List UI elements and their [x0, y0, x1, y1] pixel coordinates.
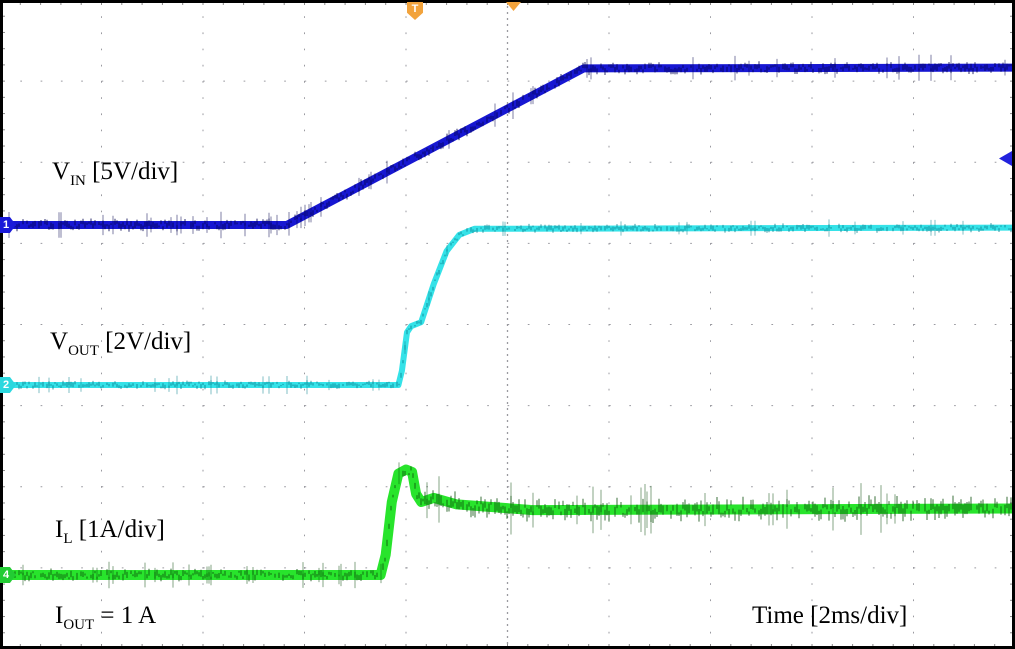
- label-vin: VIN [5V/div]: [52, 158, 179, 189]
- channel-1-ground-marker[interactable]: 1: [0, 217, 16, 233]
- channel-4-ground-marker[interactable]: 4: [0, 567, 16, 583]
- label-il: IL [1A/div]: [55, 516, 165, 547]
- label-iout-rest: = 1 A: [94, 602, 157, 629]
- label-vout-rest: [2V/div]: [98, 328, 192, 355]
- horizontal-center-marker[interactable]: [506, 2, 521, 11]
- label-vin-sub: IN: [70, 173, 86, 189]
- label-il-base: I: [55, 516, 64, 543]
- label-il-sub: L: [63, 531, 73, 547]
- label-timebase: Time [2ms/div]: [752, 602, 908, 629]
- label-vout: VOUT [2V/div]: [50, 328, 192, 359]
- label-il-rest: [1A/div]: [72, 516, 165, 543]
- label-vin-base: V: [52, 158, 71, 185]
- label-vout-base: V: [50, 328, 69, 355]
- label-iout: IOUT = 1 A: [55, 602, 157, 633]
- channel-2-ground-marker[interactable]: 2: [0, 377, 16, 393]
- trigger-position-marker[interactable]: T: [407, 2, 423, 20]
- label-vout-sub: OUT: [68, 343, 99, 359]
- label-vin-rest: [5V/div]: [85, 158, 179, 185]
- label-iout-sub: OUT: [63, 617, 95, 633]
- label-iout-base: I: [55, 602, 64, 629]
